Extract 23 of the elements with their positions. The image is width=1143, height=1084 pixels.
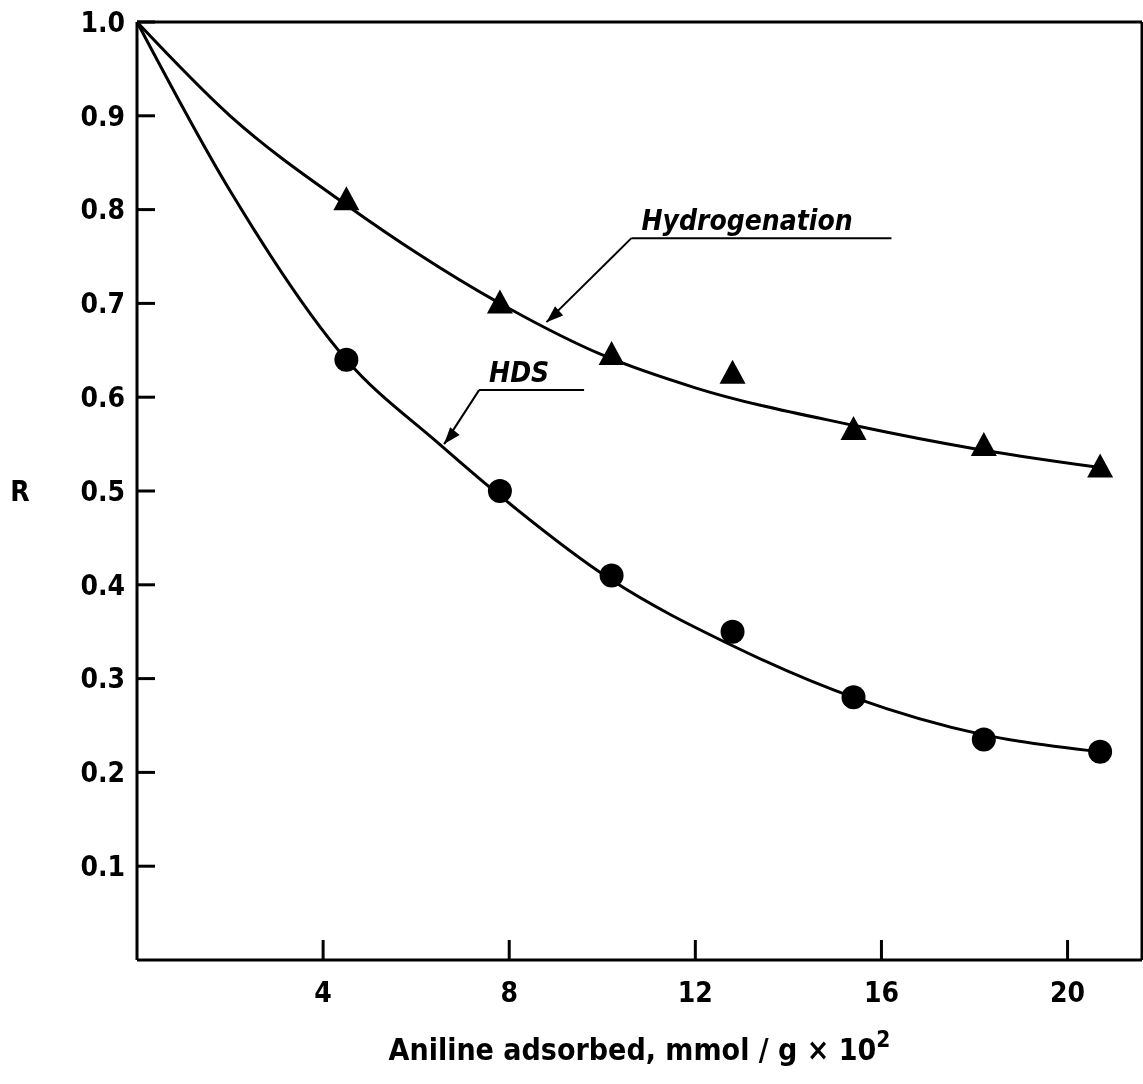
y-tick-label: 0.5 [80,474,125,508]
x-tick-label: 12 [677,976,713,1009]
x-tick-label: 8 [500,976,518,1009]
annotation: HDS [489,356,550,390]
y-tick-label: 0.7 [80,287,125,321]
y-tick-label: 0.2 [80,756,125,790]
point [719,359,746,384]
y-tick-label: 0.1 [80,850,125,883]
x-tick-label: 4 [314,976,332,1009]
y-axis-title: R [10,474,30,508]
y-tick-label: 0.9 [80,99,125,133]
point [720,619,745,644]
x-axis-title: Aniline adsorbed, mmol / g × 10$^{2}$ [388,1026,891,1067]
y-tick-label: 0.8 [80,193,125,227]
x-tick-label: 20 [1050,976,1086,1009]
y-tick-label: 0.6 [80,381,125,414]
point [1087,453,1114,478]
y-tick-label: 0.3 [80,662,125,696]
point [1088,739,1113,764]
y-tick-label: 1.0 [80,5,125,39]
y-tick-label: 0.4 [80,568,125,602]
annotation: Hydrogenation [641,204,853,238]
x-tick-label: 16 [863,976,899,1009]
